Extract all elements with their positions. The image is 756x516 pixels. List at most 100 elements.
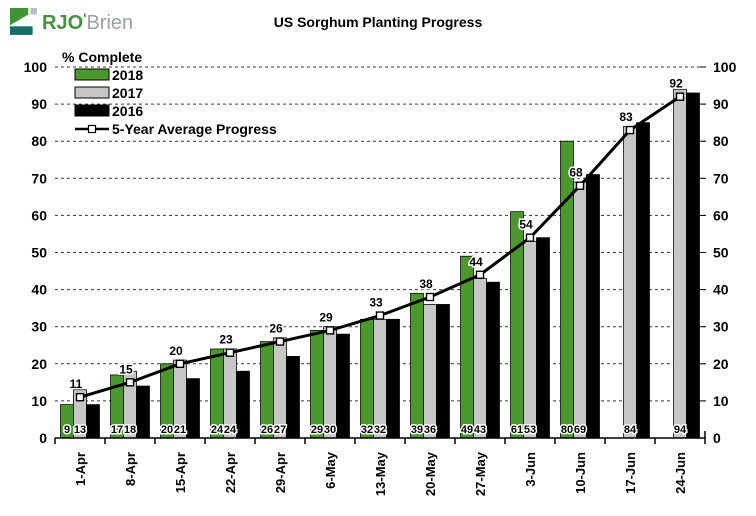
open-square-marker: [475, 270, 485, 279]
bar-value-label: 94: [674, 424, 687, 436]
bar-value-label: 84: [624, 424, 637, 436]
line-value-label: 68: [569, 166, 583, 180]
x-category-label: 10-Jun: [573, 452, 588, 494]
bar-value-label: 20: [161, 424, 173, 436]
y-tick-label-right: 40: [713, 282, 729, 298]
bar-value-label: 32: [374, 424, 386, 436]
line-value-label: 83: [619, 110, 633, 124]
y-tick-label-right: 70: [713, 170, 729, 186]
bar: [623, 125, 637, 439]
y-tick-label-left: 60: [31, 207, 47, 223]
open-square-marker: [325, 326, 335, 335]
legend-label-2017: 2017: [112, 85, 143, 101]
y-tick-label-right: 20: [713, 356, 729, 372]
y-tick-label-right: 80: [713, 133, 729, 149]
bar: [273, 337, 287, 439]
line-value-label: 26: [269, 322, 283, 336]
x-category-label: 1-Apr: [73, 452, 88, 486]
bar: [136, 385, 150, 439]
bar-value-label: 26: [261, 424, 273, 436]
bar-value-label: 49: [461, 424, 473, 436]
bar: [686, 92, 700, 439]
open-square-marker: [125, 378, 135, 387]
open-square-marker: [625, 125, 635, 135]
bar-value-label: 17: [111, 424, 123, 436]
bar: [486, 281, 500, 439]
bar-value-label: 39: [411, 424, 423, 436]
rjobrien-logo: RJO'Brien: [10, 8, 133, 36]
open-square-marker: [275, 337, 285, 346]
bar-value-label: 27: [274, 424, 286, 436]
line-value-label: 92: [669, 77, 683, 91]
line-value-label: 23: [219, 333, 233, 347]
logo-gray-square: [30, 8, 37, 15]
legend-label-2018: 2018: [112, 67, 143, 83]
bar: [186, 378, 200, 439]
y-tick-label-left: 100: [24, 59, 48, 75]
bar-value-label: 18: [124, 424, 136, 436]
bar-value-label: 43: [474, 424, 486, 436]
bar-value-label: 29: [311, 424, 323, 436]
open-square-marker: [675, 92, 685, 101]
rjobrien-logo-icon: [10, 8, 37, 35]
y-tick-label-left: 0: [39, 430, 47, 446]
bar-value-labels: 9 17 20 24 26 29 32 39 49 61 80 13 18 21 24 27 30 32 36 43 5…: [62, 423, 688, 438]
bar-value-label: 32: [361, 424, 373, 436]
line-value-label: 20: [169, 344, 183, 358]
y-axis-labels-left: 0 10 20 30 40 50 60 70 80 90 100: [24, 59, 48, 446]
y-tick-label-right: 50: [713, 245, 729, 261]
bar: [236, 370, 250, 439]
line-value-label: 54: [519, 218, 533, 232]
legend-label-2016: 2016: [112, 103, 143, 119]
bar: [436, 304, 450, 439]
bar: [473, 278, 487, 439]
open-square-marker: [75, 392, 85, 402]
open-square-marker: [225, 348, 235, 357]
legend-swatch-2018: [74, 68, 110, 81]
logo-text-primary: RJO: [42, 12, 84, 34]
bar: [673, 88, 687, 439]
y-tick-label-right: 30: [713, 319, 729, 335]
x-category-label: 22-Apr: [223, 452, 238, 493]
legend-label-avg: 5-Year Average Progress: [112, 121, 277, 137]
chart-title: US Sorghum Planting Progress: [273, 14, 483, 30]
bars-series-2017: [73, 88, 687, 439]
line-value-label: 15: [119, 362, 133, 376]
y-tick-label-left: 70: [31, 170, 47, 186]
x-category-label: 24-Jun: [673, 452, 688, 494]
bar-value-label: 30: [324, 424, 336, 436]
y-tick-label-right: 90: [713, 96, 729, 112]
y-axis-title: % Complete: [62, 49, 142, 65]
x-category-label: 27-May: [473, 451, 488, 496]
legend-swatch-2017: [74, 86, 110, 99]
x-category-label: 15-Apr: [173, 452, 188, 493]
bar: [410, 292, 424, 439]
logo-text-apostrophe: ': [83, 10, 87, 26]
bar: [323, 326, 337, 439]
rjobrien-logo-text: RJO'Brien: [42, 11, 133, 33]
y-tick-label-left: 50: [31, 245, 47, 261]
bars-series-2016: [86, 92, 700, 439]
logo-text-secondary: Brien: [86, 12, 134, 34]
bar-value-label: 21: [174, 424, 186, 436]
x-category-label: 3-Jun: [523, 452, 538, 487]
bar: [636, 122, 650, 439]
legend: 2018 2017 2016 5-Year Average Progress: [74, 67, 277, 137]
bar: [386, 318, 400, 439]
x-axis: [54, 431, 706, 444]
y-tick-label-right: 100: [713, 59, 737, 75]
y-tick-label-left: 80: [31, 133, 47, 149]
y-tick-label-left: 90: [31, 96, 47, 112]
legend-swatch-2016: [74, 104, 110, 117]
x-axis-labels: 1-Apr 8-Apr 15-Apr 22-Apr 29-Apr 6-May 13-May 2…: [73, 451, 688, 496]
open-square-marker: [575, 181, 585, 190]
open-square-marker: [525, 233, 535, 242]
y-tick-label-left: 20: [31, 356, 47, 372]
bar-value-label: 36: [424, 424, 436, 436]
bar-value-label: 24: [224, 424, 237, 436]
y-axis-labels-right: 0 10 20 30 40 50 60 70 80 90 100: [713, 59, 737, 446]
bar-value-label: 13: [74, 424, 86, 436]
bar: [286, 356, 300, 439]
